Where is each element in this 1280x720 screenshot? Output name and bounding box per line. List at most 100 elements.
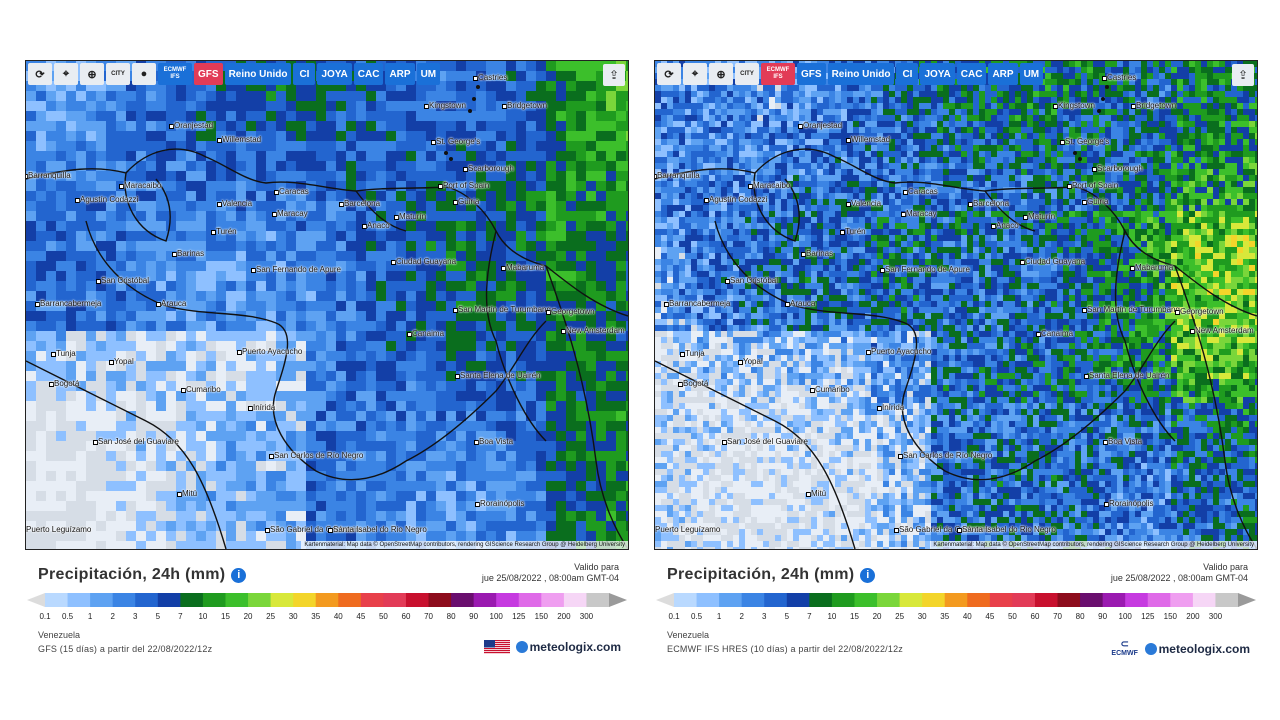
share-icon[interactable]: ⇪ — [603, 64, 625, 86]
scale-tick-label: 150 — [1163, 612, 1177, 621]
refresh-icon[interactable]: ⟳ — [28, 63, 52, 85]
city-marker — [26, 174, 28, 179]
city-marker — [339, 202, 344, 207]
city-marker — [119, 184, 124, 189]
map-area[interactable]: ⟳ ⌖ ⊕ CITY ● ECMWF IFS GFS Reino Unido CI JOYA CAC… — [25, 60, 629, 550]
scale-tick-label: 300 — [579, 612, 594, 621]
scale-tick-label: 45 — [985, 612, 995, 621]
model-button-joya[interactable]: JOYA — [317, 63, 352, 85]
chart-title: Precipitación, 24h (mm) i — [38, 566, 247, 584]
scale-swatch — [45, 593, 69, 607]
city-label: Tunja — [56, 349, 76, 358]
city-marker — [453, 200, 458, 205]
share-icon[interactable]: ⇪ — [1232, 64, 1254, 86]
city-label: Barcelona — [973, 199, 1010, 208]
city-label: Barinas — [806, 249, 834, 258]
city-label: Ciudad Guayana — [1025, 257, 1086, 266]
scale-tick-label: 5 — [155, 612, 161, 621]
city-marker — [455, 374, 460, 379]
city-label: Mabaruma — [506, 263, 545, 272]
city-marker — [453, 308, 458, 313]
city-label: Rorainópolis — [480, 499, 525, 508]
city-marker — [866, 350, 871, 355]
city-label: Georgetown — [1180, 307, 1224, 316]
model-button-arp[interactable]: ARP — [988, 63, 1018, 85]
info-icon[interactable]: i — [231, 568, 247, 583]
city-marker — [274, 190, 279, 195]
city-marker — [806, 492, 811, 497]
scale-swatch — [674, 593, 698, 607]
model-button-arp[interactable]: ARP — [385, 63, 415, 85]
meteologix-logo[interactable]: meteologix.com — [515, 640, 621, 654]
city-label: Yopal — [114, 357, 134, 366]
city-label: Georgetown — [551, 307, 595, 316]
city-label: Canaima — [412, 329, 445, 338]
map-attribution: Kartenmaterial: Map data © OpenStreetMap… — [301, 541, 628, 549]
region-label: Venezuela — [38, 630, 81, 640]
city-marker — [1067, 184, 1072, 189]
city-marker — [1130, 266, 1135, 271]
info-icon[interactable]: i — [860, 568, 876, 583]
scale-swatch — [67, 593, 91, 607]
city-label: Santa Elena de Uairén — [1089, 371, 1170, 380]
model-button-um[interactable]: UM — [1019, 63, 1044, 85]
scale-tick-label: 125 — [1141, 612, 1155, 621]
brand-area: ⊂ ECMWF meteologix.com — [1111, 640, 1250, 658]
location-pin-icon[interactable]: ⌖ — [54, 63, 78, 85]
city-label: San Martín de Turumbang — [1087, 305, 1180, 314]
model-button-joya[interactable]: JOYA — [920, 63, 955, 85]
dot-icon[interactable]: ● — [132, 63, 156, 85]
model-button-reino-unido[interactable]: Reino Unido — [224, 63, 292, 85]
scale-swatch — [899, 593, 923, 607]
scale-tick-label: 0.5 — [690, 612, 703, 621]
scale-swatch — [248, 593, 272, 607]
model-button-ecmwf-ifs[interactable]: ECMWF IFS — [761, 63, 795, 85]
meteologix-logo[interactable]: meteologix.com — [1144, 642, 1250, 656]
city-marker — [903, 190, 908, 195]
city-label: San Carlos de Río Negro — [274, 451, 364, 460]
city-label: Mitú — [811, 489, 827, 498]
scale-tick-label: 125 — [512, 612, 526, 621]
scale-tick-label: 5 — [784, 612, 790, 621]
city-label: Cumaribo — [186, 385, 221, 394]
city-marker — [561, 329, 566, 334]
model-button-ecmwf-ifs[interactable]: ECMWF IFS — [158, 63, 192, 85]
city-marker — [1084, 374, 1089, 379]
city-marker — [798, 124, 803, 129]
scale-tick-label: 90 — [469, 612, 479, 621]
city-label: Barranquilla — [657, 171, 700, 180]
model-button-gfs[interactable]: GFS — [797, 63, 826, 85]
zoom-icon[interactable]: ⊕ — [80, 63, 104, 85]
scale-swatch — [473, 593, 497, 607]
model-button-ci[interactable]: CI — [896, 63, 919, 85]
city-marker — [1053, 104, 1058, 109]
model-button-gfs[interactable]: GFS — [194, 63, 223, 85]
model-button-ci[interactable]: CI — [293, 63, 316, 85]
model-button-cac[interactable]: CAC — [353, 63, 384, 85]
city-marker — [1103, 440, 1108, 445]
scale-tick-label: 35 — [940, 612, 950, 621]
city-marker — [1131, 104, 1136, 109]
model-button-um[interactable]: UM — [416, 63, 441, 85]
model-button-cac[interactable]: CAC — [956, 63, 987, 85]
city-label: Port of Spain — [1072, 181, 1119, 190]
scale-swatch — [451, 593, 475, 607]
city-marker — [362, 224, 367, 229]
city-marker — [894, 528, 899, 533]
city-labels-icon[interactable]: CITY — [735, 63, 759, 85]
city-label: Boa Vista — [479, 437, 514, 446]
zoom-icon[interactable]: ⊕ — [709, 63, 733, 85]
refresh-icon[interactable]: ⟳ — [657, 63, 681, 85]
city-marker — [156, 302, 161, 307]
location-pin-icon[interactable]: ⌖ — [683, 63, 707, 85]
scale-tick-label: 2 — [739, 612, 744, 621]
scale-swatch — [944, 593, 968, 607]
city-marker — [840, 230, 845, 235]
ecmwf-panel: ⟳ ⌖ ⊕ CITY ECMWF IFS GFS Reino Unido CI JOYA CAC A… — [654, 60, 1258, 660]
globe-icon — [515, 641, 528, 653]
map-area[interactable]: ⟳ ⌖ ⊕ CITY ECMWF IFS GFS Reino Unido CI JOYA CAC A… — [654, 60, 1258, 550]
scale-swatch — [1080, 593, 1104, 607]
city-labels-icon[interactable]: CITY — [106, 63, 130, 85]
us-flag-icon — [483, 640, 510, 654]
model-button-reino-unido[interactable]: Reino Unido — [827, 63, 895, 85]
